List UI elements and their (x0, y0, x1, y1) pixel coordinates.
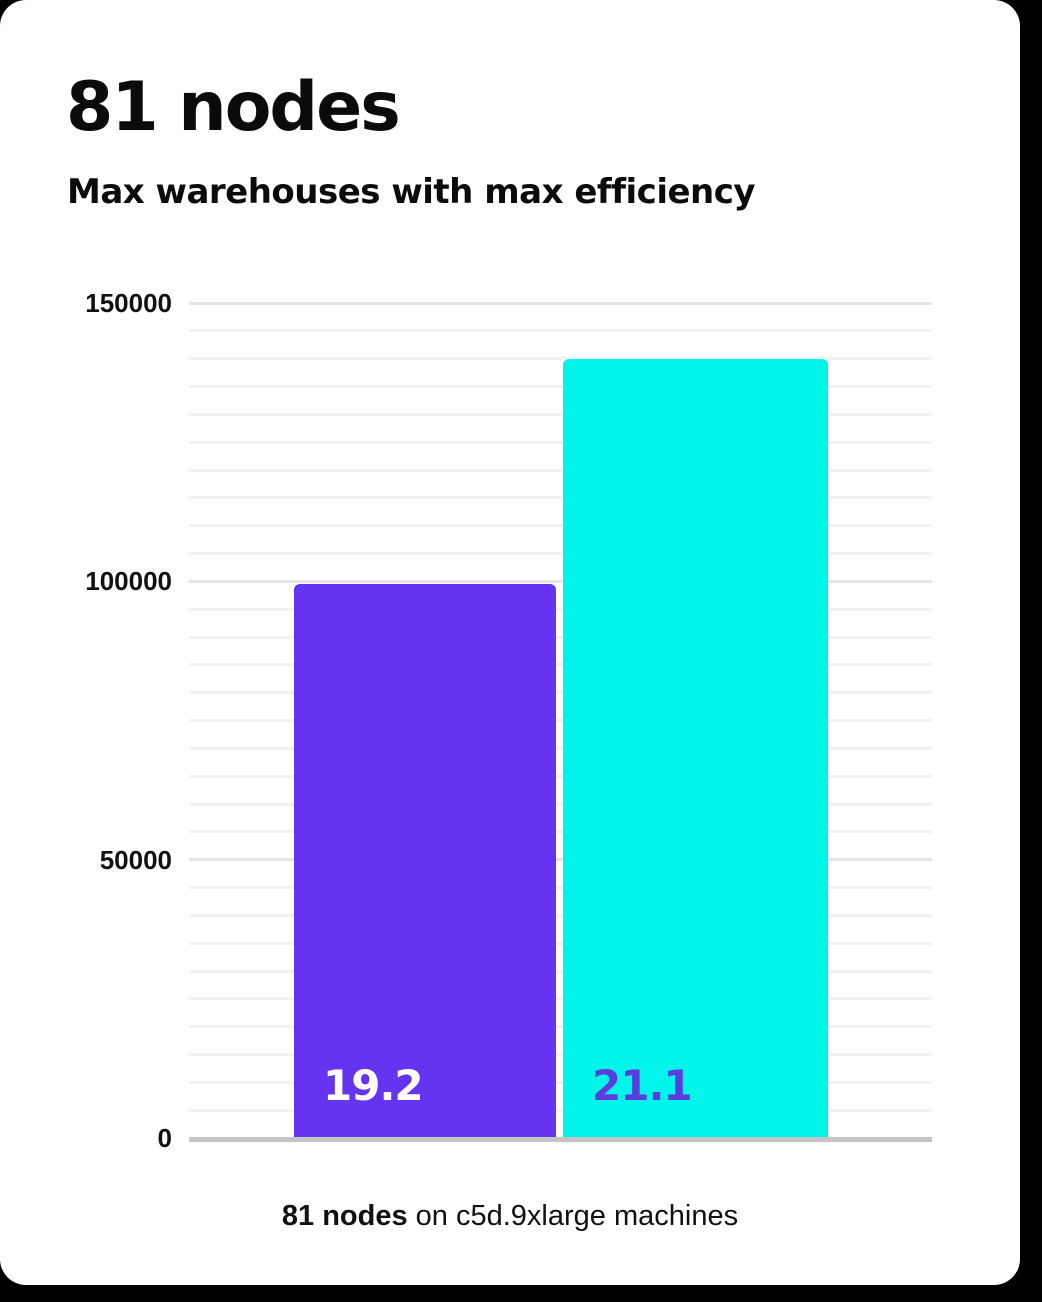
minor-gridline (189, 691, 932, 695)
y-axis-tick-label: 0 (157, 1123, 172, 1153)
bar-2: 21.1 (563, 359, 828, 1138)
minor-gridline (189, 496, 932, 500)
bar-value-label: 19.2 (323, 1061, 424, 1110)
minor-gridline (189, 997, 932, 1001)
bar-value-label: 21.1 (592, 1061, 693, 1110)
minor-gridline (189, 412, 932, 416)
y-axis-tick-label: 150000 (85, 288, 172, 318)
minor-gridline (189, 607, 932, 611)
minor-gridline (189, 1053, 932, 1056)
minor-gridline (189, 524, 932, 528)
y-axis-tick-label: 100000 (85, 566, 172, 597)
minor-gridline (189, 746, 932, 750)
major-gridline (189, 301, 932, 305)
minor-gridline (189, 1025, 932, 1029)
minor-gridline (189, 385, 932, 388)
minor-gridline (189, 886, 932, 889)
minor-gridline (189, 635, 932, 639)
major-gridline (189, 579, 932, 583)
minor-gridline (189, 552, 932, 555)
x-axis-line (189, 1137, 932, 1142)
page-title: 81 nodes (66, 68, 401, 147)
bar-chart: 19.2 21.1 (189, 301, 932, 1142)
minor-gridline (189, 830, 932, 834)
minor-gridline (189, 468, 932, 472)
minor-gridline (189, 357, 932, 361)
minor-gridline (189, 941, 932, 945)
minor-gridline (189, 329, 932, 333)
major-gridline (189, 858, 932, 862)
minor-gridline (189, 719, 932, 722)
minor-gridline (189, 1080, 932, 1084)
y-axis-tick-label: 50000 (99, 844, 172, 875)
bar-1: 19.2 (294, 584, 556, 1138)
minor-gridline (189, 663, 932, 667)
chart-caption: 81 nodes on c5d.9xlarge machines (0, 1200, 1020, 1233)
caption-regular-text: on c5d.9xlarge machines (407, 1200, 739, 1232)
minor-gridline (189, 969, 932, 973)
page-subtitle: Max warehouses with max efficiency (67, 172, 756, 212)
minor-gridline (189, 774, 932, 778)
minor-gridline (189, 440, 932, 444)
minor-gridline (189, 913, 932, 917)
minor-gridline (189, 802, 932, 806)
caption-bold-text: 81 nodes (281, 1200, 408, 1232)
minor-gridline (189, 1108, 932, 1112)
report-card: 81 nodes Max warehouses with max efficie… (0, 0, 1020, 1285)
